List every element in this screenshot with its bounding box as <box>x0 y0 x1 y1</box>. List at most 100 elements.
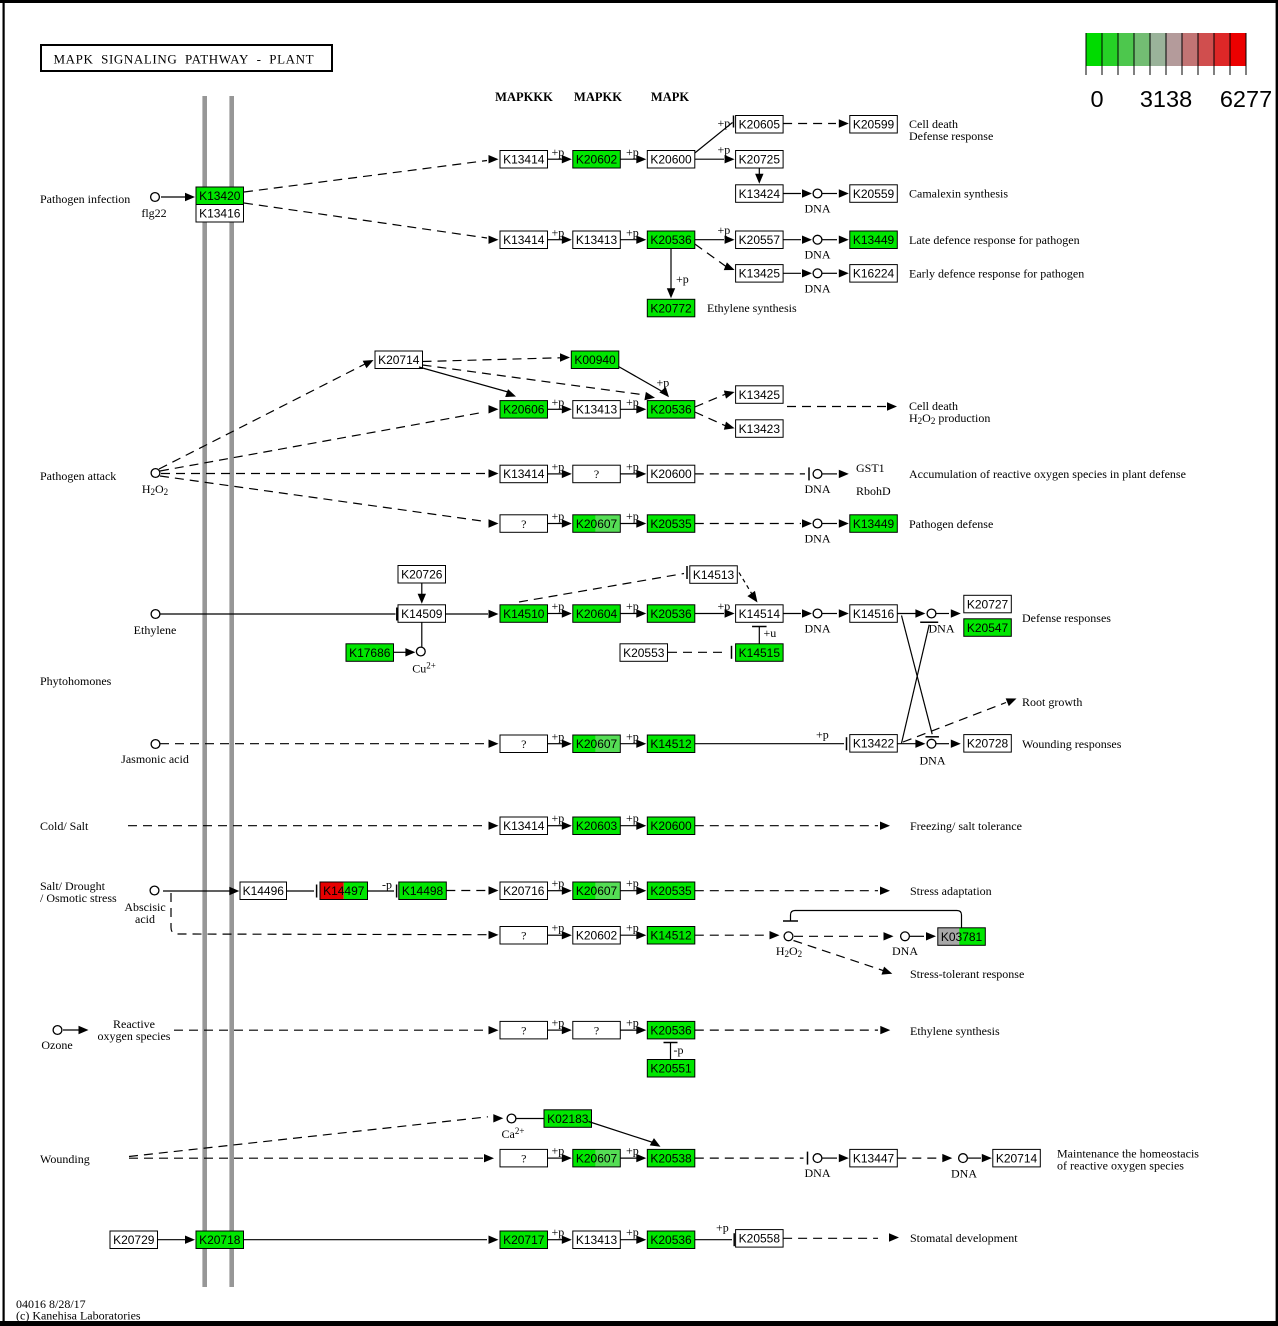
svg-text:+p: +p <box>552 599 565 613</box>
svg-text:+p: +p <box>718 116 731 130</box>
svg-text:K14514: K14514 <box>739 607 781 621</box>
svg-text:K20536: K20536 <box>650 607 692 621</box>
svg-text:K20607: K20607 <box>576 517 618 531</box>
svg-text:K13449: K13449 <box>853 517 895 531</box>
svg-text:K20726: K20726 <box>401 567 443 581</box>
svg-text:K20603: K20603 <box>576 819 618 833</box>
svg-text:K13420: K13420 <box>199 189 241 203</box>
svg-text:K20607: K20607 <box>576 737 618 751</box>
svg-text:K20536: K20536 <box>650 1023 692 1037</box>
svg-text:+p: +p <box>552 145 565 159</box>
svg-text:+p: +p <box>626 509 639 523</box>
svg-text:?: ? <box>594 467 599 481</box>
svg-text:K20716: K20716 <box>503 884 545 898</box>
svg-text:Ethylene: Ethylene <box>134 623 177 637</box>
svg-text:Ethylene synthesis: Ethylene synthesis <box>910 1024 1000 1038</box>
svg-text:K13413: K13413 <box>576 233 618 247</box>
svg-text:Stress adaptation: Stress adaptation <box>910 884 992 898</box>
svg-text:DNA: DNA <box>892 944 918 958</box>
svg-text:Reactive: Reactive <box>113 1017 155 1031</box>
svg-text:K13449: K13449 <box>853 233 895 247</box>
svg-text:K13447: K13447 <box>853 1151 895 1165</box>
svg-text:K17686: K17686 <box>349 646 391 660</box>
svg-text:H2O2: H2O2 <box>142 482 168 497</box>
svg-text:K13425: K13425 <box>739 388 781 402</box>
svg-text:K14496: K14496 <box>243 884 285 898</box>
svg-text:K20600: K20600 <box>650 152 692 166</box>
svg-text:+p: +p <box>552 1016 565 1030</box>
svg-text:K14515: K14515 <box>739 646 781 660</box>
svg-text:+p: +p <box>552 811 565 825</box>
svg-text:?: ? <box>521 1151 526 1165</box>
svg-text:?: ? <box>521 1023 526 1037</box>
svg-text:+p: +p <box>718 143 731 157</box>
svg-text:H2O2 production: H2O2 production <box>909 411 990 426</box>
svg-text:+p: +p <box>657 376 670 390</box>
svg-text:DNA: DNA <box>929 622 955 636</box>
svg-text:K03781: K03781 <box>941 930 983 944</box>
svg-text:+p: +p <box>552 460 565 474</box>
svg-text:K14498: K14498 <box>402 884 444 898</box>
svg-text:K20535: K20535 <box>650 884 692 898</box>
svg-text:+p: +p <box>626 1225 639 1239</box>
svg-text:K20727: K20727 <box>967 597 1009 611</box>
svg-text:+p: +p <box>626 730 639 744</box>
svg-text:K20536: K20536 <box>650 403 692 417</box>
svg-text:+p: +p <box>626 1016 639 1030</box>
svg-text:+p: +p <box>676 272 689 286</box>
svg-text:K13422: K13422 <box>853 737 895 751</box>
svg-text:DNA: DNA <box>805 532 831 546</box>
svg-text:+p: +p <box>552 921 565 935</box>
svg-text:K20600: K20600 <box>650 467 692 481</box>
svg-text:+p: +p <box>552 1225 565 1239</box>
svg-text:Early defence response for pat: Early defence response for pathogen <box>909 267 1084 281</box>
svg-text:K20714: K20714 <box>996 1151 1038 1165</box>
svg-text:+p: +p <box>626 395 639 409</box>
svg-text:K20536: K20536 <box>650 233 692 247</box>
svg-text:DNA: DNA <box>805 482 831 496</box>
svg-text:Pathogen infection: Pathogen infection <box>40 192 130 206</box>
svg-text:K13414: K13414 <box>503 233 545 247</box>
svg-text:+p: +p <box>718 599 731 613</box>
svg-text:K20559: K20559 <box>853 187 895 201</box>
svg-text:K20557: K20557 <box>739 233 781 247</box>
svg-text:+p: +p <box>552 395 565 409</box>
svg-text:K20553: K20553 <box>623 646 665 660</box>
svg-text:K20718: K20718 <box>199 1233 241 1247</box>
svg-text:+p: +p <box>718 223 731 237</box>
svg-text:+p: +p <box>552 226 565 240</box>
svg-text:+p: +p <box>626 145 639 159</box>
svg-text:DNA: DNA <box>920 753 946 767</box>
svg-text:DNA: DNA <box>805 202 831 216</box>
svg-text:MAPK: MAPK <box>651 90 689 104</box>
svg-text:+p: +p <box>552 876 565 890</box>
svg-text:K20535: K20535 <box>650 517 692 531</box>
svg-text:+p: +p <box>626 921 639 935</box>
svg-text:Salt/ Drought: Salt/ Drought <box>40 879 106 893</box>
svg-text:+p: +p <box>716 1221 729 1235</box>
svg-text:K20547: K20547 <box>967 621 1009 635</box>
svg-text:GST1: GST1 <box>856 461 885 475</box>
svg-text:K20772: K20772 <box>650 301 692 315</box>
svg-text:K14513: K14513 <box>693 568 735 582</box>
svg-text:Ethylene synthesis: Ethylene synthesis <box>707 301 797 315</box>
svg-text:K14516: K14516 <box>853 607 895 621</box>
svg-text:?: ? <box>521 928 526 942</box>
svg-text:H2O2: H2O2 <box>776 944 802 959</box>
svg-text:Root growth: Root growth <box>1022 695 1082 709</box>
svg-text:K20602: K20602 <box>576 928 618 942</box>
svg-text:+p: +p <box>626 1144 639 1158</box>
svg-text:-p: -p <box>674 1043 684 1057</box>
svg-text:Wounding: Wounding <box>40 1152 90 1166</box>
svg-text:K13414: K13414 <box>503 467 545 481</box>
svg-text:K20536: K20536 <box>650 1233 692 1247</box>
svg-text:Stress-tolerant response: Stress-tolerant response <box>910 967 1024 981</box>
svg-text:+p: +p <box>552 1144 565 1158</box>
svg-text:Defense response: Defense response <box>909 129 993 143</box>
svg-text:DNA: DNA <box>951 1167 977 1181</box>
svg-text:K14510: K14510 <box>503 607 545 621</box>
svg-text:3138: 3138 <box>1140 86 1192 112</box>
svg-text:Jasmonic acid: Jasmonic acid <box>121 752 189 766</box>
svg-text:K20602: K20602 <box>576 152 618 166</box>
svg-text:K13424: K13424 <box>739 187 781 201</box>
